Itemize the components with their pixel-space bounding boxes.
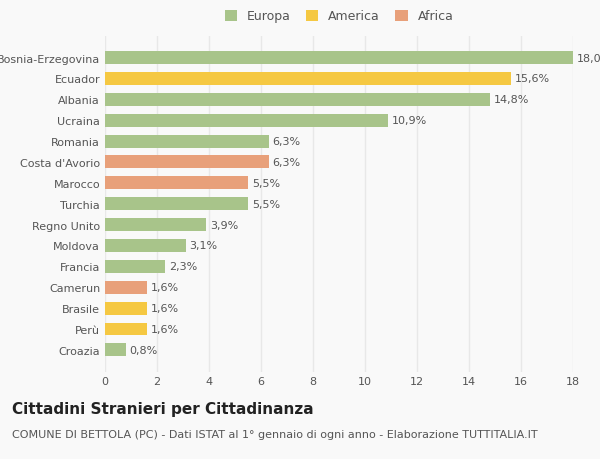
Bar xyxy=(105,260,165,273)
Bar xyxy=(105,114,388,128)
Bar xyxy=(105,177,248,190)
Text: 0,8%: 0,8% xyxy=(130,345,158,355)
Bar xyxy=(105,218,206,231)
Bar xyxy=(105,94,490,106)
Text: 5,5%: 5,5% xyxy=(252,179,280,188)
Text: Cittadini Stranieri per Cittadinanza: Cittadini Stranieri per Cittadinanza xyxy=(12,402,314,417)
Text: 15,6%: 15,6% xyxy=(515,74,550,84)
Text: 1,6%: 1,6% xyxy=(151,324,179,334)
Text: 1,6%: 1,6% xyxy=(151,303,179,313)
Bar xyxy=(105,135,269,148)
Text: 10,9%: 10,9% xyxy=(392,116,428,126)
Bar xyxy=(105,73,511,86)
Text: 6,3%: 6,3% xyxy=(273,157,301,168)
Text: 6,3%: 6,3% xyxy=(273,137,301,147)
Bar xyxy=(105,52,573,65)
Text: 5,5%: 5,5% xyxy=(252,199,280,209)
Bar xyxy=(105,240,185,252)
Bar xyxy=(105,198,248,211)
Text: 14,8%: 14,8% xyxy=(494,95,529,105)
Text: 1,6%: 1,6% xyxy=(151,283,179,292)
Bar xyxy=(105,323,146,336)
Bar xyxy=(105,281,146,294)
Bar xyxy=(105,344,126,357)
Text: 2,3%: 2,3% xyxy=(169,262,197,272)
Text: COMUNE DI BETTOLA (PC) - Dati ISTAT al 1° gennaio di ogni anno - Elaborazione TU: COMUNE DI BETTOLA (PC) - Dati ISTAT al 1… xyxy=(12,429,538,439)
Bar xyxy=(105,302,146,315)
Text: 18,0%: 18,0% xyxy=(577,53,600,63)
Bar xyxy=(105,156,269,169)
Legend: Europa, America, Africa: Europa, America, Africa xyxy=(221,7,457,27)
Text: 3,1%: 3,1% xyxy=(190,241,218,251)
Text: 3,9%: 3,9% xyxy=(211,220,239,230)
